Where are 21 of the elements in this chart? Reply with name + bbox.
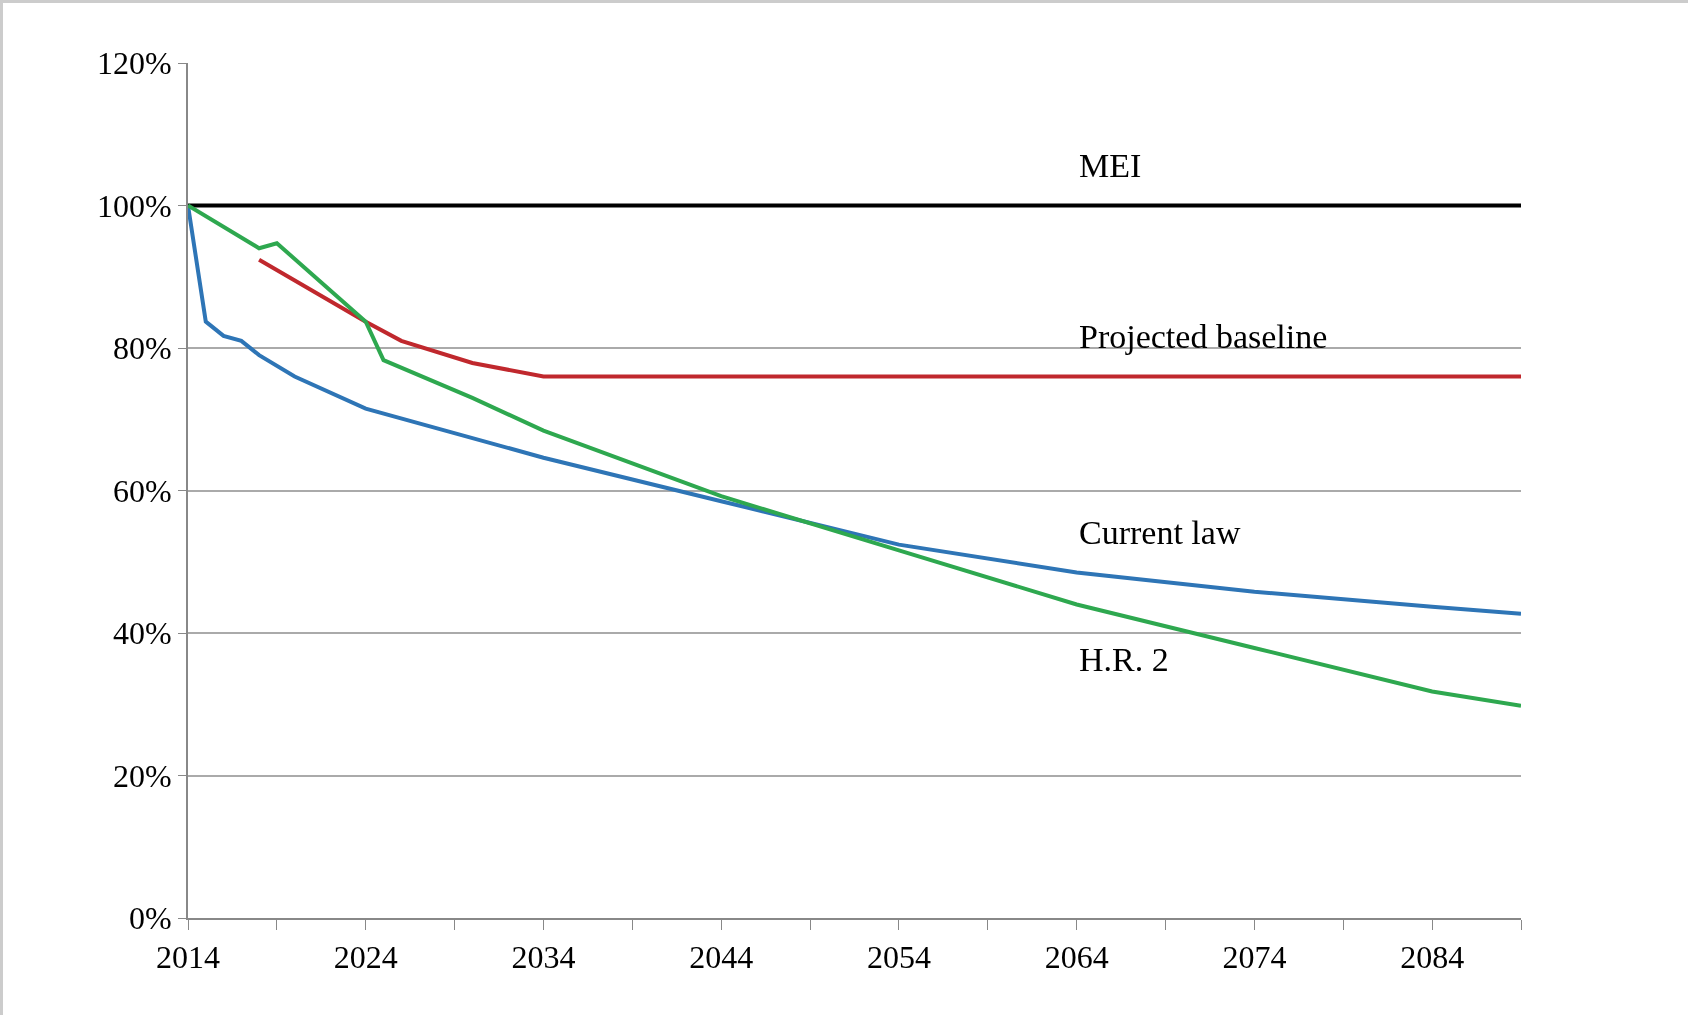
y-tick-label: 100% xyxy=(96,187,172,224)
x-tick-label: 2024 xyxy=(333,939,398,976)
x-tick-label: 2044 xyxy=(689,939,754,976)
y-tick-label: 60% xyxy=(112,472,172,509)
series-label: MEI xyxy=(1079,147,1142,184)
x-tick-label: 2014 xyxy=(156,939,220,976)
y-tick-label: 0% xyxy=(128,900,172,937)
line-series xyxy=(257,257,1521,379)
series-label: H.R. 2 xyxy=(1079,641,1169,678)
series-label: Current law xyxy=(1079,514,1241,551)
x-tick-label: 2074 xyxy=(1222,939,1287,976)
y-tick-label: 80% xyxy=(112,330,172,367)
x-tick-label: 2054 xyxy=(866,939,931,976)
y-tick-label: 40% xyxy=(112,615,172,652)
x-tick-label: 2064 xyxy=(1044,939,1109,976)
y-tick-label: 20% xyxy=(112,757,172,794)
y-tick-label: 120% xyxy=(96,45,172,82)
x-tick-label: 2084 xyxy=(1400,939,1465,976)
line-series xyxy=(188,203,1521,708)
series-label: Projected baseline xyxy=(1079,318,1328,355)
x-tick-label: 2034 xyxy=(511,939,576,976)
